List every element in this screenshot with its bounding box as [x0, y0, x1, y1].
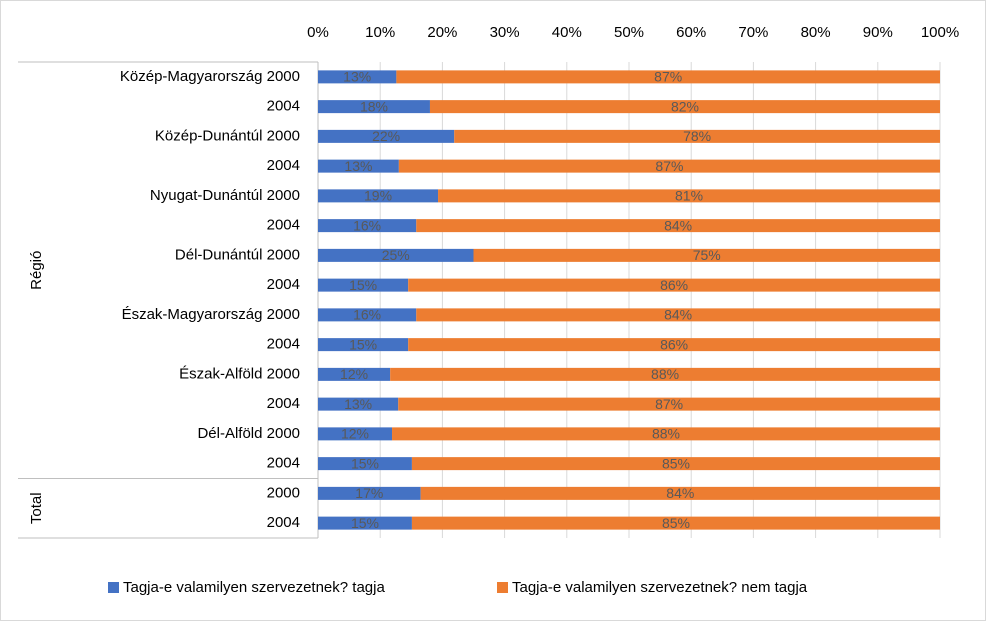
value-label: 19%	[364, 188, 392, 204]
y-tick-label: 2004	[267, 276, 300, 293]
bar-segment	[398, 397, 940, 411]
bar-segment	[318, 189, 439, 203]
y-tick-label: Dél-Alföld 2000	[197, 425, 300, 442]
value-label: 82%	[671, 98, 699, 114]
value-label: 84%	[664, 217, 692, 233]
y-tick-label: Észak-Magyarország 2000	[122, 306, 300, 323]
y-tick-label: Észak-Alföld 2000	[179, 365, 300, 382]
value-label: 87%	[655, 158, 683, 174]
value-label: 84%	[666, 485, 694, 501]
value-label: 85%	[662, 455, 690, 471]
legend-swatch	[497, 582, 508, 593]
value-label: 88%	[652, 426, 680, 442]
bar-segment	[318, 338, 409, 352]
bar-segment	[398, 159, 940, 173]
bar-segment	[390, 367, 941, 381]
x-tick-label: 90%	[863, 24, 893, 41]
bar-segment	[318, 219, 417, 233]
x-tick-label: 0%	[307, 24, 329, 41]
value-label: 12%	[341, 426, 369, 442]
bar-segment	[392, 427, 940, 441]
y-tick-label: 2004	[267, 455, 300, 472]
y-tick-label: 2004	[267, 98, 300, 115]
bar-segment	[318, 129, 455, 143]
bar-segment	[438, 189, 940, 203]
y-tick-label: 2004	[267, 336, 300, 353]
bar-segment	[318, 248, 474, 262]
value-label: 75%	[693, 247, 721, 263]
value-label: 15%	[349, 336, 377, 352]
group-label: Régió	[28, 251, 45, 290]
x-tick-label: 70%	[738, 24, 768, 41]
value-label: 25%	[382, 247, 410, 263]
value-label: 84%	[664, 307, 692, 323]
bar-segment	[318, 159, 399, 173]
value-label: 87%	[655, 396, 683, 412]
y-tick-label: Dél-Dunántúl 2000	[175, 246, 300, 263]
bar-segment	[318, 486, 421, 500]
value-label: 15%	[351, 455, 379, 471]
value-label: 16%	[353, 217, 381, 233]
value-label: 13%	[344, 158, 372, 174]
bar-segment	[318, 397, 399, 411]
bar-segment	[318, 367, 391, 381]
y-tick-label: Nyugat-Dunántúl 2000	[150, 187, 300, 204]
x-tick-label: 40%	[552, 24, 582, 41]
legend-swatch	[108, 582, 119, 593]
legend-label: Tagja-e valamilyen szervezetnek? nem tag…	[512, 579, 808, 596]
y-tick-label: Közép-Magyarország 2000	[120, 68, 300, 85]
bar-segment	[318, 457, 412, 471]
x-tick-label: 10%	[365, 24, 395, 41]
y-tick-label: Közép-Dunántúl 2000	[155, 127, 300, 144]
x-tick-label: 80%	[801, 24, 831, 41]
x-tick-label: 30%	[490, 24, 520, 41]
x-tick-label: 20%	[427, 24, 457, 41]
value-label: 16%	[353, 307, 381, 323]
bar-segment	[318, 100, 430, 114]
value-label: 18%	[360, 98, 388, 114]
bar-segment	[411, 516, 940, 530]
value-label: 85%	[662, 515, 690, 531]
bar-segment	[408, 338, 940, 352]
value-label: 86%	[660, 336, 688, 352]
y-tick-label: 2004	[267, 514, 300, 531]
bar-segment	[318, 308, 417, 322]
bar-segment	[408, 278, 940, 292]
bar-segment	[473, 248, 940, 262]
bar-segment	[318, 70, 397, 84]
y-tick-label: 2004	[267, 157, 300, 174]
group-label: Total	[28, 492, 45, 524]
bar-segment	[318, 278, 409, 292]
value-label: 12%	[340, 366, 368, 382]
bar-segment	[454, 129, 940, 143]
y-tick-label: 2000	[267, 484, 300, 501]
value-label: 81%	[675, 188, 703, 204]
value-label: 86%	[660, 277, 688, 293]
x-tick-label: 50%	[614, 24, 644, 41]
value-label: 17%	[355, 485, 383, 501]
x-tick-label: 60%	[676, 24, 706, 41]
y-tick-label: 2004	[267, 217, 300, 234]
x-tick-label: 100%	[921, 24, 959, 41]
value-label: 13%	[343, 69, 371, 85]
value-label: 78%	[683, 128, 711, 144]
value-label: 15%	[349, 277, 377, 293]
value-label: 13%	[344, 396, 372, 412]
bar-segment	[318, 427, 393, 441]
bar-segment	[420, 486, 940, 500]
bar-segment	[396, 70, 940, 84]
bar-segment	[411, 457, 940, 471]
value-label: 22%	[372, 128, 400, 144]
value-label: 88%	[651, 366, 679, 382]
bar-segment	[416, 219, 940, 233]
y-tick-label: 2004	[267, 395, 300, 412]
bar-segment	[318, 516, 412, 530]
value-label: 15%	[351, 515, 379, 531]
legend-label: Tagja-e valamilyen szervezetnek? tagja	[123, 579, 385, 596]
bar-segment	[429, 100, 940, 114]
bar-segment	[416, 308, 940, 322]
value-label: 87%	[654, 69, 682, 85]
